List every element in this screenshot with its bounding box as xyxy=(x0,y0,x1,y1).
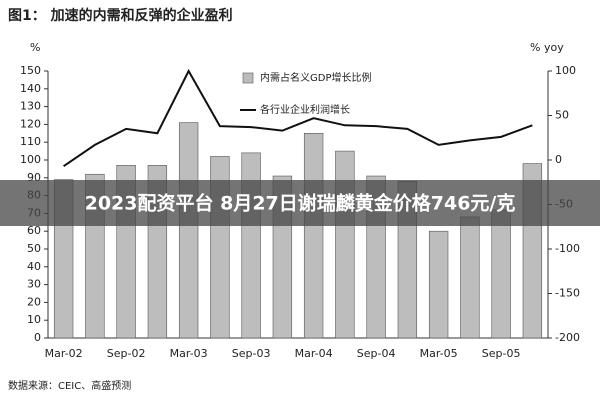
y2-tick-label: 100 xyxy=(555,64,576,77)
y-tick-label: 100 xyxy=(20,153,41,166)
legend-label: 内需占名义GDP增长比例 xyxy=(260,71,371,84)
x-tick-label: Sep-02 xyxy=(107,347,146,360)
bar xyxy=(178,122,199,339)
y2-tick-label: 0 xyxy=(555,153,562,166)
source: 数据来源：CEIC、高盛预测 xyxy=(8,379,131,392)
bar xyxy=(303,133,324,339)
bar xyxy=(335,150,355,339)
bar xyxy=(491,209,511,339)
y2-axis-label: % yoy xyxy=(530,41,564,54)
x-tick-label: Sep-04 xyxy=(357,347,396,360)
x-tick-label: Mar-05 xyxy=(420,347,458,360)
banner-text: 2023配资平台 8月27日谢瑞麟黄金价格746元/克 xyxy=(85,192,516,215)
y-tick-label: 50 xyxy=(27,242,41,255)
x-tick-label: Sep-03 xyxy=(232,347,271,360)
banner-bg xyxy=(0,180,600,226)
line xyxy=(63,68,533,168)
y-tick-label: 0 xyxy=(34,331,41,344)
bar xyxy=(428,230,449,339)
x-tick-label: Mar-04 xyxy=(295,347,333,360)
y2-tick-label: -100 xyxy=(555,242,580,255)
bar xyxy=(460,216,480,339)
y2-tick-label: 50 xyxy=(555,109,569,122)
y-tick-label: 40 xyxy=(27,260,41,273)
y-tick-label: 120 xyxy=(20,117,41,130)
legend-label: 各行业企业利润增长 xyxy=(260,103,350,116)
legend-swatch xyxy=(242,72,254,84)
x-tick-label: Mar-03 xyxy=(170,347,208,360)
y2-tick-label: -200 xyxy=(555,331,580,344)
chart-title: 图1： 加速的内需和反弹的企业盈利 xyxy=(8,7,233,24)
x-tick-label: Mar-02 xyxy=(45,347,83,360)
y-tick-label: 60 xyxy=(27,224,41,237)
y-axis-label: % xyxy=(30,41,40,54)
y2-tick-label: -150 xyxy=(555,287,580,300)
y-tick-label: 20 xyxy=(27,295,41,308)
y-tick-label: 110 xyxy=(20,135,41,148)
y-tick-label: 140 xyxy=(20,82,41,95)
y-tick-label: 30 xyxy=(27,278,41,291)
y-tick-label: 150 xyxy=(20,64,41,77)
x-tick-label: Sep-05 xyxy=(482,347,521,360)
y-tick-label: 10 xyxy=(27,313,41,326)
y-tick-label: 130 xyxy=(20,100,41,113)
